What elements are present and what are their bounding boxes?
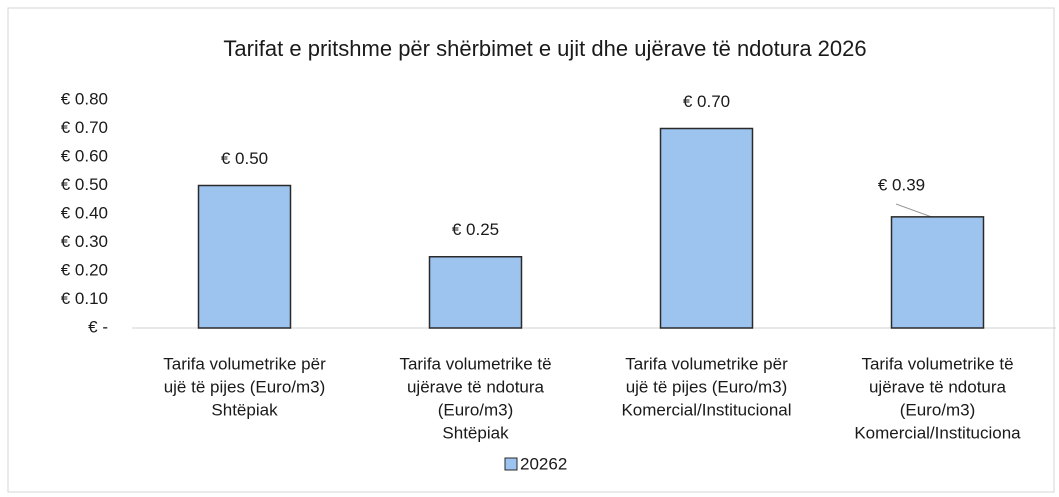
y-tick-label: € 0.80 bbox=[61, 89, 108, 108]
x-tick-label: Komercial/Instituciona bbox=[854, 423, 1021, 442]
value-label: € 0.70 bbox=[683, 92, 730, 111]
bar bbox=[428, 256, 523, 329]
x-tick-label: Tarifa volumetrike të bbox=[399, 354, 551, 373]
y-tick-label: € 0.40 bbox=[61, 203, 108, 222]
x-tick-label: ujërave të ndotura bbox=[869, 377, 1007, 396]
legend-label: 20262 bbox=[520, 454, 567, 473]
x-tick-label: ujë të pijes (Euro/m3) bbox=[626, 377, 788, 396]
x-tick-label: Tarifa volumetrike për bbox=[163, 354, 326, 373]
bar bbox=[197, 184, 292, 329]
chart-border bbox=[7, 7, 1055, 493]
y-tick-label: € 0.60 bbox=[61, 146, 108, 165]
x-tick-label: Shtëpiak bbox=[211, 400, 278, 419]
bar bbox=[890, 216, 985, 329]
y-tick-label: € 0.50 bbox=[61, 175, 108, 194]
y-tick-label: € 0.10 bbox=[61, 289, 108, 308]
value-label: € 0.25 bbox=[452, 220, 499, 239]
x-tick-label: Tarifa volumetrike të bbox=[861, 354, 1013, 373]
x-tick-label: Tarifa volumetrike për bbox=[625, 354, 788, 373]
value-label: € 0.50 bbox=[221, 149, 268, 168]
y-tick-label: € 0.70 bbox=[61, 118, 108, 137]
x-tick-label: (Euro/m3) bbox=[438, 400, 514, 419]
y-tick-label: € - bbox=[88, 317, 108, 336]
bar bbox=[659, 127, 754, 329]
value-label: € 0.39 bbox=[878, 175, 925, 194]
x-tick-label: ujë të pijes (Euro/m3) bbox=[164, 377, 326, 396]
x-tick-label: (Euro/m3) bbox=[900, 400, 976, 419]
y-tick-label: € 0.20 bbox=[61, 260, 108, 279]
x-tick-label: Komercial/Institucional bbox=[621, 400, 791, 419]
x-tick-label: Shtëpiak bbox=[442, 423, 509, 442]
legend-swatch bbox=[504, 457, 518, 471]
y-tick-label: € 0.30 bbox=[61, 232, 108, 251]
x-tick-label: ujërave të ndotura bbox=[407, 377, 545, 396]
chart-title: Tarifat e pritshme për shërbimet e ujit … bbox=[223, 36, 866, 61]
